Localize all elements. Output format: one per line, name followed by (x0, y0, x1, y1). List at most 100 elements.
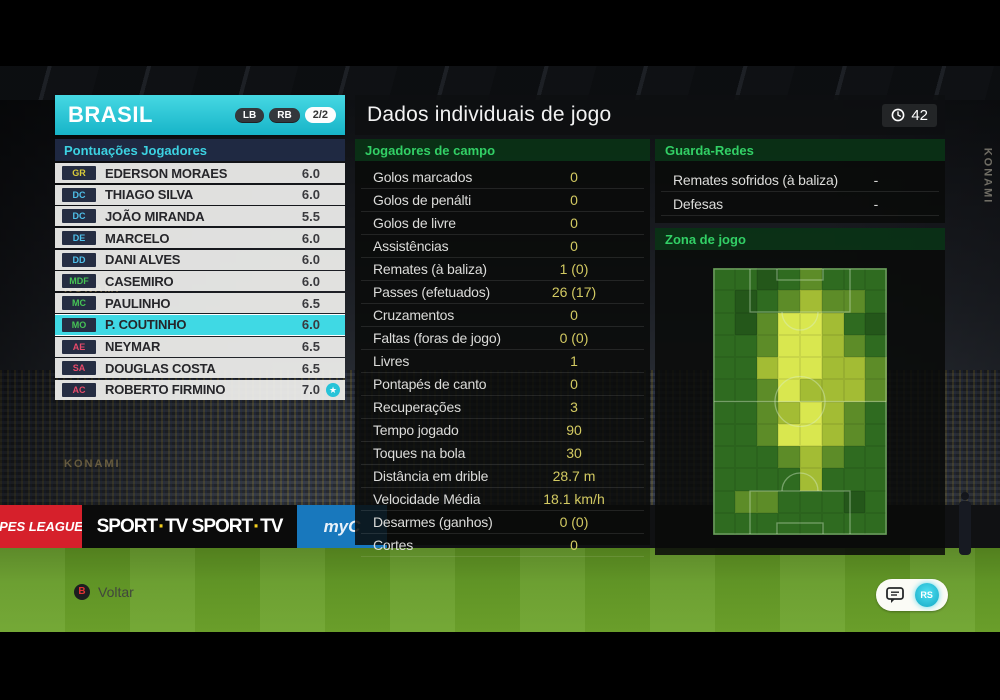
stat-row: Livres 1 (361, 350, 644, 373)
stat-value: 1 (0) (559, 261, 589, 277)
heatmap-cell (713, 357, 735, 380)
player-row[interactable]: MDF CASEMIRO 6.0 (55, 271, 345, 292)
heatmap-cell (821, 334, 844, 357)
player-row[interactable]: DC JOÃO MIRANDA 5.5 (55, 206, 345, 227)
heatmap-cell (821, 446, 844, 469)
position-badge: GR (62, 166, 96, 180)
heatmap-cell (843, 468, 866, 491)
player-rating: 6.0 (301, 165, 320, 181)
heatmap-cell (713, 334, 735, 357)
heatmap-cell (821, 312, 844, 335)
stat-value: 30 (566, 445, 582, 461)
heatmap-cell (821, 357, 844, 380)
chat-icon[interactable] (885, 586, 905, 604)
player-row[interactable]: DC THIAGO SILVA 6.0 (55, 184, 345, 205)
heatmap-cell (756, 401, 779, 424)
heatmap-cell (865, 490, 887, 513)
stat-label: Livres (373, 353, 410, 369)
heatmap-cell (778, 490, 800, 513)
stat-value: 26 (17) (551, 284, 597, 300)
zone-header: Zona de jogo (655, 228, 945, 250)
heatmap-cell (865, 357, 887, 380)
heatmap-cell (713, 423, 735, 446)
player-rating: 6.0 (301, 317, 320, 333)
stat-label: Toques na bola (373, 445, 466, 461)
heatmap-cell (756, 446, 779, 469)
stat-value: 0 (570, 169, 578, 185)
player-row[interactable]: SA DOUGLAS COSTA 6.5 (55, 358, 345, 379)
stat-label: Golos de penálti (373, 192, 471, 208)
player-name: DANI ALVES (105, 252, 181, 268)
stat-value: - (873, 195, 879, 212)
player-row[interactable]: MO P. COUTINHO 6.0 (55, 314, 345, 335)
heatmap-cell (756, 290, 779, 313)
player-row[interactable]: GR EDERSON MORAES 6.0 (55, 163, 345, 183)
stat-label: Pontapés de canto (373, 376, 487, 392)
position-badge: DD (62, 252, 96, 267)
heatmap-cell (800, 512, 822, 535)
right-stick-icon[interactable]: RS (914, 583, 939, 607)
lb-button[interactable]: LB (234, 107, 265, 123)
letterbox-top (0, 0, 1000, 66)
player-name: JOÃO MIRANDA (105, 208, 205, 224)
pitch-grass (0, 548, 1000, 632)
heatmap-cell (734, 490, 757, 513)
player-row[interactable]: DD DANI ALVES 6.0 (55, 249, 345, 270)
ad-dot: · (158, 514, 165, 538)
stat-value: 90 (566, 422, 582, 438)
heatmap-cell (800, 268, 822, 291)
b-button-icon[interactable]: B (74, 584, 90, 600)
player-row[interactable]: MC PAULINHO 6.5 (55, 293, 345, 314)
heatmap-cell (843, 334, 866, 357)
ad-text: SPORT (191, 515, 253, 537)
stat-row: Tempo jogado 90 (361, 419, 644, 442)
stat-label: Recuperações (373, 399, 461, 415)
heatmap-cell (843, 490, 866, 513)
ad-dot: · (253, 514, 260, 538)
rb-button[interactable]: RB (269, 107, 300, 123)
heatmap-cell (821, 490, 844, 513)
stat-label: Distância em drible (373, 468, 489, 484)
heatmap-cell (713, 290, 735, 313)
position-badge: AE (62, 339, 96, 354)
heatmap-cell (800, 379, 822, 402)
player-row[interactable]: AE NEYMAR 6.5 (55, 336, 345, 357)
player-ratings-section-header: Pontuações Jogadores (55, 139, 345, 161)
heatmap-cell (843, 379, 866, 402)
stat-value: 1 (570, 353, 578, 369)
stat-value: 0 (570, 537, 578, 553)
player-rating: 6.5 (301, 295, 320, 311)
heatmap-cell (865, 268, 887, 291)
heatmap-cell (821, 423, 844, 446)
heatmap-cell (865, 290, 887, 313)
stat-value: 3 (570, 399, 578, 415)
player-list: GR EDERSON MORAES 6.0 DC THIAGO SILVA 6.0 DC JO… (55, 163, 345, 402)
back-prompt[interactable]: B Voltar (74, 584, 134, 600)
stat-label: Assistências (373, 238, 449, 254)
heatmap-cell (821, 268, 844, 291)
heatmap-cell (734, 446, 757, 469)
stat-value: 0 (570, 192, 578, 208)
player-row[interactable]: AC ROBERTO FIRMINO 7.0 ★ (55, 379, 345, 400)
stat-row: Remates (à baliza) 1 (0) (361, 258, 644, 281)
header-label: Jogadores de campo (365, 142, 496, 158)
stat-row: Golos de livre 0 (361, 212, 644, 235)
player-name: NEYMAR (105, 339, 161, 354)
heatmap-cell (734, 290, 757, 313)
heatmap-cell (800, 357, 822, 380)
stat-row: Distância em drible 28.7 m (361, 465, 644, 488)
player-name: MARCELO (105, 230, 170, 246)
heatmap-cell (843, 268, 866, 291)
heatmap-cell (865, 312, 887, 335)
heatmap-cell (778, 334, 800, 357)
heatmap-cell (865, 446, 887, 469)
heatmap-cell (800, 423, 822, 446)
team-name: BRASIL (68, 102, 153, 127)
stat-value: 0 (570, 238, 578, 254)
heatmap-cell (778, 446, 800, 469)
position-badge: SA (62, 361, 96, 376)
player-row[interactable]: DE MARCELO 6.0 (55, 228, 345, 249)
stat-row: Assistências 0 (361, 235, 644, 258)
title-bar: Dados individuais de jogo 42 (355, 95, 945, 135)
